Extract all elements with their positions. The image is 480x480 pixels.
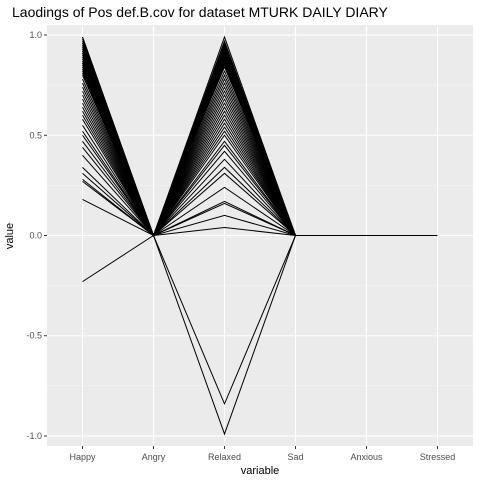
y-tick-label: 0.5 (29, 130, 42, 140)
x-tick-label: Relaxed (208, 452, 241, 462)
x-tick-label: Happy (69, 452, 96, 462)
x-tick-label: Stressed (420, 452, 456, 462)
x-axis-title: variable (241, 465, 280, 477)
x-tick-label: Angry (142, 452, 166, 462)
chart-title: Laodings of Pos def.B.cov for dataset MT… (12, 4, 389, 20)
x-tick-label: Sad (287, 452, 303, 462)
y-tick-label: 0.0 (29, 231, 42, 241)
y-axis: -1.0 -0.5 0.0 0.5 1.0 (26, 30, 47, 441)
x-axis: Happy Angry Relaxed Sad Anxious Stressed (69, 446, 455, 462)
x-tick-label: Anxious (350, 452, 383, 462)
y-tick-label: -0.5 (26, 331, 42, 341)
data-lines (82, 35, 438, 436)
y-tick-label: 1.0 (29, 30, 42, 40)
series-line (82, 62, 438, 436)
y-axis-title: value (4, 223, 16, 249)
y-tick-label: -1.0 (26, 431, 42, 441)
